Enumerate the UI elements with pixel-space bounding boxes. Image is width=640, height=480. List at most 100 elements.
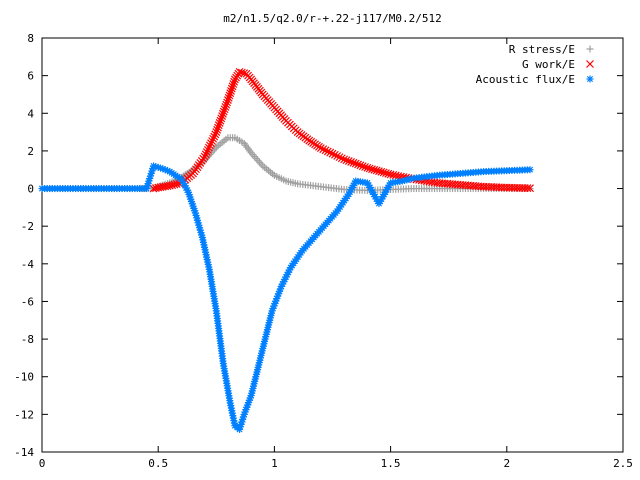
x-tick-label: 0 bbox=[39, 457, 46, 470]
data-point bbox=[351, 159, 360, 168]
data-point bbox=[213, 125, 222, 134]
series-2 bbox=[38, 162, 534, 433]
data-point bbox=[330, 150, 339, 159]
y-tick-label: -10 bbox=[14, 371, 34, 384]
data-point bbox=[212, 128, 221, 137]
data-point bbox=[326, 148, 335, 157]
series-1 bbox=[149, 67, 534, 193]
y-tick-label: 8 bbox=[27, 32, 34, 45]
data-point bbox=[211, 130, 220, 139]
data-point bbox=[337, 154, 346, 163]
x-axis: 0 0.5 1 1.5 2 2.5 bbox=[39, 38, 633, 470]
data-point bbox=[333, 152, 342, 160]
legend-label: R stress/E bbox=[509, 43, 575, 56]
data-point bbox=[201, 150, 210, 159]
data-point bbox=[365, 164, 374, 173]
data-point bbox=[319, 145, 328, 154]
x-tick-label: 0.5 bbox=[148, 457, 168, 470]
data-point bbox=[163, 182, 172, 191]
data-point bbox=[344, 157, 353, 165]
data-point bbox=[208, 137, 216, 145]
data-point bbox=[223, 98, 232, 107]
data-point bbox=[523, 184, 532, 193]
data-point bbox=[356, 161, 365, 170]
data-point bbox=[229, 80, 238, 88]
y-tick-label: -8 bbox=[21, 333, 34, 346]
data-point bbox=[349, 158, 358, 167]
y-tick-label: -6 bbox=[21, 295, 34, 308]
data-point bbox=[382, 169, 390, 178]
series-layer bbox=[38, 67, 534, 433]
data-point bbox=[206, 141, 214, 150]
data-point bbox=[221, 103, 230, 111]
data-point bbox=[237, 68, 246, 77]
data-point bbox=[222, 100, 231, 109]
data-point bbox=[230, 77, 239, 86]
data-point bbox=[218, 112, 227, 121]
data-point bbox=[316, 144, 325, 153]
data-point bbox=[227, 84, 236, 93]
data-point bbox=[526, 184, 534, 193]
data-point bbox=[215, 119, 224, 127]
data-point bbox=[347, 157, 356, 166]
data-point bbox=[209, 134, 218, 143]
data-point bbox=[226, 89, 235, 98]
data-point bbox=[219, 107, 228, 116]
y-tick-label: -4 bbox=[21, 258, 35, 271]
data-point bbox=[168, 181, 177, 190]
data-point bbox=[149, 184, 158, 193]
data-point bbox=[191, 209, 199, 217]
data-point bbox=[204, 143, 213, 152]
x-tick-label: 1.5 bbox=[381, 457, 401, 470]
data-point bbox=[321, 146, 330, 155]
data-point bbox=[200, 152, 209, 161]
data-point bbox=[370, 165, 379, 174]
data-point bbox=[368, 165, 376, 174]
data-point bbox=[526, 166, 534, 174]
data-point bbox=[223, 96, 232, 105]
data-point bbox=[372, 166, 381, 175]
data-point bbox=[335, 153, 344, 162]
y-tick-label: -12 bbox=[14, 408, 34, 421]
data-point bbox=[214, 123, 222, 132]
data-point bbox=[235, 67, 244, 76]
x-tick-label: 1 bbox=[271, 457, 278, 470]
legend-marker bbox=[586, 45, 594, 53]
data-point bbox=[210, 132, 219, 141]
data-point bbox=[241, 408, 249, 416]
data-point bbox=[219, 109, 227, 118]
y-tick-label: 2 bbox=[27, 145, 34, 158]
y-axis: -14 -12 -10 -8 -6 -4 -2 0 2 4 6 8 bbox=[14, 32, 623, 459]
data-point bbox=[202, 148, 211, 157]
data-point bbox=[228, 82, 237, 91]
data-point bbox=[375, 167, 383, 176]
data-point bbox=[354, 160, 362, 169]
chart-title: m2/n1.5/q2.0/r-+.22-j117/M0.2/512 bbox=[223, 12, 442, 25]
x-tick-label: 2 bbox=[503, 457, 510, 470]
y-tick-label: 0 bbox=[27, 183, 34, 196]
y-tick-label: -14 bbox=[14, 446, 34, 459]
data-point bbox=[207, 139, 215, 148]
data-point bbox=[363, 163, 372, 172]
data-point bbox=[361, 163, 369, 171]
data-point bbox=[384, 169, 393, 178]
x-tick-label: 2.5 bbox=[613, 457, 633, 470]
data-point bbox=[214, 121, 223, 130]
data-point bbox=[323, 147, 332, 156]
legend: R stress/E G work/E Acoustic flux/E bbox=[476, 43, 594, 86]
data-point bbox=[220, 105, 229, 114]
legend-label: G work/E bbox=[522, 58, 575, 71]
data-point bbox=[170, 180, 179, 189]
data-point bbox=[227, 86, 235, 95]
y-tick-label: 6 bbox=[27, 70, 34, 83]
legend-label: Acoustic flux/E bbox=[476, 73, 575, 86]
data-point bbox=[217, 114, 226, 123]
legend-marker bbox=[586, 75, 594, 83]
y-tick-label: 4 bbox=[27, 107, 34, 120]
plot-frame bbox=[41, 37, 624, 453]
data-point bbox=[358, 162, 367, 171]
y-tick-label: -2 bbox=[21, 220, 34, 233]
data-point bbox=[379, 168, 388, 177]
data-point bbox=[224, 93, 233, 102]
